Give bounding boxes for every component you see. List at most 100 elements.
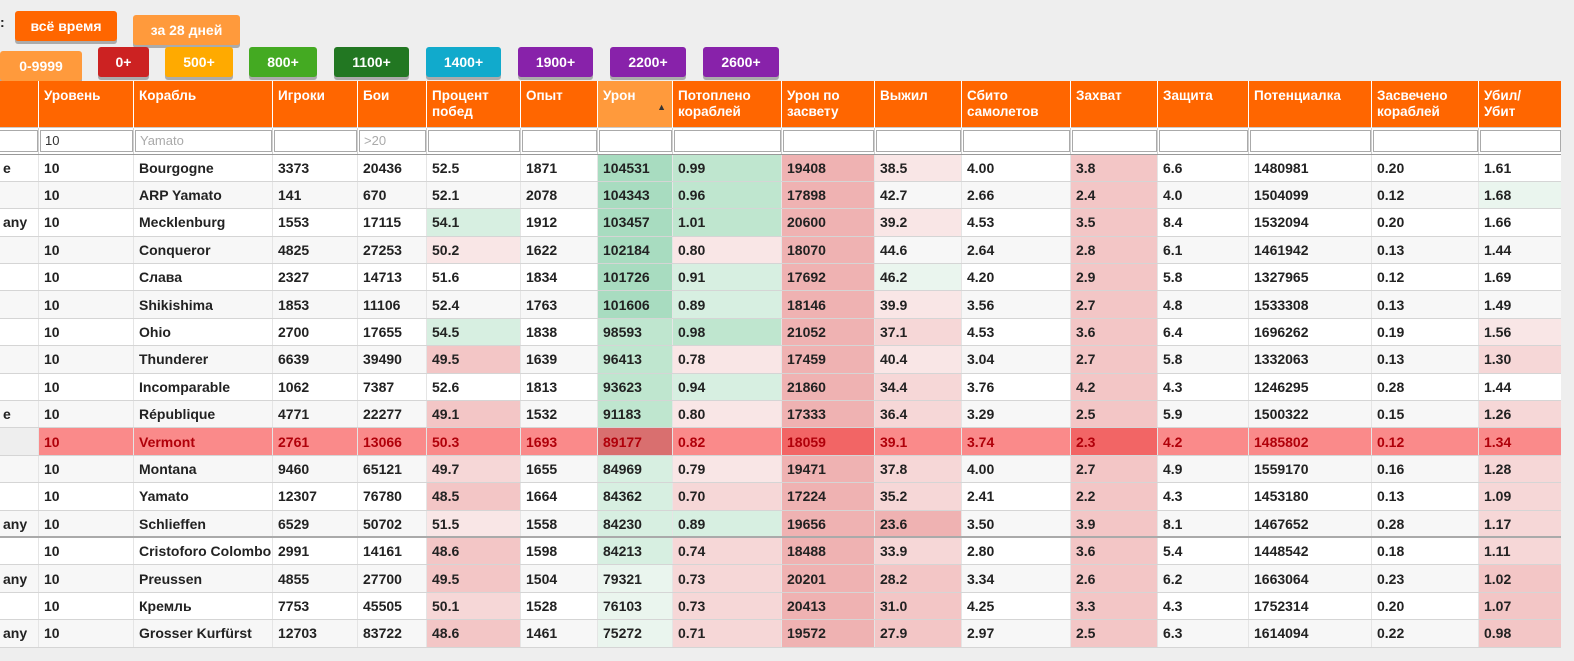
cell-ship[interactable]: Shikishima [133, 290, 273, 319]
table-row[interactable]: e 10 République 4771 22277 49.1 1532 91183 0.80 1… [0, 400, 1561, 429]
cell-kd: 1.69 [1478, 263, 1561, 292]
filter-spot-damage-input[interactable] [783, 129, 874, 152]
table-row[interactable]: e 10 Bourgogne 3373 20436 52.5 1871 104531 0.99 1… [0, 154, 1561, 182]
table-row[interactable]: 10 Thunderer 6639 39490 49.5 1639 96413 0.78 174… [0, 345, 1561, 374]
table-row[interactable]: 10 Ohio 2700 17655 54.5 1838 98593 0.98 21052 37.… [0, 318, 1561, 347]
col-header-sunk[interactable]: Потоплено кораблей [672, 81, 782, 127]
cell-ship[interactable]: Кремль [133, 592, 273, 621]
cell-nation [0, 537, 39, 566]
cell-potential: 1500322 [1248, 400, 1372, 429]
table-row[interactable]: any 10 Preussen 4855 27700 49.5 1504 79321 0.73 2… [0, 564, 1561, 593]
cell-ship[interactable]: République [133, 400, 273, 429]
filter-battles-input[interactable] [359, 129, 426, 152]
cell-ship[interactable]: Mecklenburg [133, 208, 273, 237]
table-row[interactable]: 10 Cristoforo Colombo 2991 14161 48.6 1598 842… [0, 537, 1561, 566]
filter-level-input[interactable] [40, 129, 133, 152]
rating-1100-plus-button[interactable]: 1100+ [334, 47, 409, 77]
table-row[interactable]: 10 Conqueror 4825 27253 50.2 1622 102184 0.80 18… [0, 236, 1561, 265]
filter-defense-input[interactable] [1159, 129, 1248, 152]
cell-ship[interactable]: Montana [133, 455, 273, 484]
cell-ship[interactable]: Schlieffen [133, 510, 273, 539]
filter-damage-input[interactable] [599, 129, 672, 152]
rating-0-plus-button[interactable]: 0+ [98, 47, 149, 77]
rating-2200-plus-button[interactable]: 2200+ [610, 47, 686, 77]
cell-ship[interactable]: Thunderer [133, 345, 273, 374]
table-row[interactable]: 10 Incomparable 1062 7387 52.6 1813 93623 0.94 2… [0, 373, 1561, 402]
table-row[interactable]: 10 ARP Yamato 141 670 52.1 2078 104343 0.96 1789… [0, 181, 1561, 210]
filter-spotted-input[interactable] [1373, 129, 1478, 152]
cell-ship[interactable]: Ohio [133, 318, 273, 347]
col-header-level[interactable]: Уровень [38, 81, 134, 127]
table-row[interactable]: 10 Shikishima 1853 11106 52.4 1763 101606 0.89 1… [0, 290, 1561, 319]
cell-kd: 1.44 [1478, 373, 1561, 402]
cell-ship[interactable]: Conqueror [133, 236, 273, 265]
filter-exp-input[interactable] [522, 129, 597, 152]
col-header-battles[interactable]: Бои [357, 81, 427, 127]
cell-spot-damage: 17333 [781, 400, 875, 429]
col-header-players[interactable]: Игроки [272, 81, 358, 127]
filter-kd-input[interactable] [1480, 129, 1561, 152]
rating-500-plus-button[interactable]: 500+ [165, 47, 233, 77]
rating-0-9999-button[interactable]: 0-9999 [0, 51, 82, 81]
cell-ship[interactable]: ARP Yamato [133, 181, 273, 210]
cell-exp: 1622 [520, 236, 598, 265]
filter-planes-input[interactable] [963, 129, 1070, 152]
cell-ship[interactable]: Grosser Kurfürst [133, 619, 273, 648]
cell-ship[interactable]: Incomparable [133, 373, 273, 402]
period-all-time-button[interactable]: всё время [15, 11, 117, 41]
table-row[interactable]: 10 Кремль 7753 45505 50.1 1528 76103 0.73 20413 3… [0, 592, 1561, 621]
filter-survived-input[interactable] [876, 129, 961, 152]
cell-ship[interactable]: Yamato [133, 482, 273, 511]
cell-ship[interactable]: Preussen [133, 564, 273, 593]
col-header-winrate[interactable]: Процент побед [426, 81, 521, 127]
col-header-spot-damage[interactable]: Урон по засвету [781, 81, 875, 127]
cell-potential: 1559170 [1248, 455, 1372, 484]
filter-sunk-input[interactable] [674, 129, 781, 152]
col-header-exp[interactable]: Опыт [520, 81, 598, 127]
table-row[interactable]: 10 Montana 9460 65121 49.7 1655 84969 0.79 19471… [0, 455, 1561, 484]
col-header-nation[interactable] [0, 81, 39, 127]
col-header-potential[interactable]: Потенциалка [1248, 81, 1372, 127]
col-header-defense[interactable]: Защита [1157, 81, 1249, 127]
filter-nation-input[interactable] [0, 129, 38, 152]
cell-spotted: 0.19 [1371, 318, 1479, 347]
table-row[interactable]: any 10 Mecklenburg 1553 17115 54.1 1912 103457 1… [0, 208, 1561, 237]
cell-ship[interactable]: Vermont [133, 427, 273, 456]
cell-survived: 36.4 [874, 400, 962, 429]
cell-spotted: 0.18 [1371, 537, 1479, 566]
rating-1400-plus-button[interactable]: 1400+ [426, 47, 501, 77]
table-row[interactable]: 10 Vermont 2761 13066 50.3 1693 89177 0.82 18059… [0, 427, 1561, 456]
cell-spotted: 0.13 [1371, 290, 1479, 319]
col-header-capture[interactable]: Захват [1070, 81, 1158, 127]
col-header-kd[interactable]: Убил/ Убит [1478, 81, 1561, 127]
cell-kd: 1.49 [1478, 290, 1561, 319]
cell-exp: 1838 [520, 318, 598, 347]
table-row[interactable]: any 10 Schlieffen 6529 50702 51.5 1558 84230 0.8… [0, 510, 1561, 539]
filter-capture-input[interactable] [1072, 129, 1157, 152]
cell-exp: 1813 [520, 373, 598, 402]
filter-potential-input[interactable] [1250, 129, 1371, 152]
table-row[interactable]: 10 Yamato 12307 76780 48.5 1664 84362 0.70 17224… [0, 482, 1561, 511]
filter-winrate-input[interactable] [428, 129, 520, 152]
table-row[interactable]: any 10 Grosser Kurfürst 12703 83722 48.6 1461 7… [0, 619, 1561, 648]
rating-2600-plus-button[interactable]: 2600+ [703, 47, 779, 77]
cell-spotted: 0.20 [1371, 592, 1479, 621]
cell-ship[interactable]: Bourgogne [133, 154, 273, 182]
col-header-spotted[interactable]: Засвечено кораблей [1371, 81, 1479, 127]
col-header-planes[interactable]: Сбито самолетов [961, 81, 1071, 127]
rating-800-plus-button[interactable]: 800+ [249, 47, 317, 77]
col-header-ship[interactable]: Корабль [133, 81, 273, 127]
cell-ship[interactable]: Слава [133, 263, 273, 292]
table-row[interactable]: 10 Слава 2327 14713 51.6 1834 101726 0.91 17692 4… [0, 263, 1561, 292]
rating-1900-plus-button[interactable]: 1900+ [518, 47, 593, 77]
period-28-days-button[interactable]: за 28 дней [133, 15, 240, 45]
cell-planes: 3.04 [961, 345, 1071, 374]
filter-ship-input[interactable] [135, 129, 272, 152]
cell-planes: 4.00 [961, 455, 1071, 484]
col-header-damage[interactable]: Урон ▲ [597, 81, 673, 127]
cell-sunk: 0.73 [672, 592, 782, 621]
cell-exp: 1639 [520, 345, 598, 374]
cell-ship[interactable]: Cristoforo Colombo [133, 537, 273, 566]
filter-players-input[interactable] [274, 129, 357, 152]
col-header-survived[interactable]: Выжил [874, 81, 962, 127]
